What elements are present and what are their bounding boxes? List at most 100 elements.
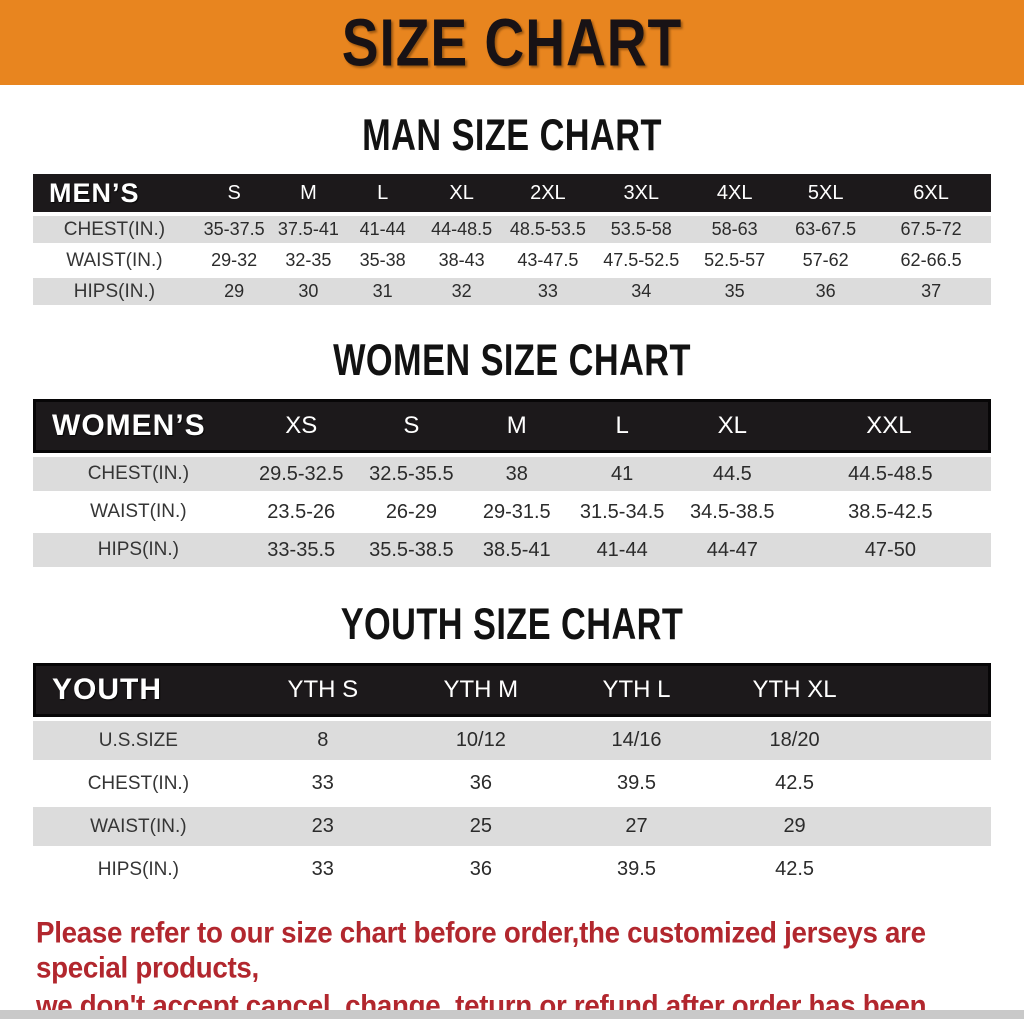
size-value-cell: 32 [420, 278, 503, 305]
measurement-row-label: WAIST(IN.) [33, 247, 196, 274]
size-value-cell: 26-29 [358, 495, 465, 529]
measurement-row-label: CHEST(IN.) [33, 764, 244, 803]
size-value-cell: 35 [689, 278, 781, 305]
size-column-header: YTH XL [713, 663, 876, 717]
measurement-row: CHEST(IN.) 29.5-32.5 32.5-35.5 38 41 44.5 44.5… [33, 457, 991, 491]
measurement-row: HIPS(IN.) 29 30 31 32 33 34 35 36 37 [33, 278, 991, 305]
size-column-header: YTH S [243, 663, 402, 717]
size-value-cell: 37 [871, 278, 991, 305]
filler-cell [876, 764, 991, 803]
size-value-cell: 36 [401, 850, 560, 889]
size-column-header: M [272, 174, 345, 212]
size-column-header: YTH L [559, 663, 714, 717]
measurement-row: WAIST(IN.) 23.5-26 26-29 29-31.5 31.5-34.5 34… [33, 495, 991, 529]
table-header-label: MEN’S [33, 174, 196, 212]
man-size-section: MAN SIZE CHART MEN’S S M L XL 2XL 3XL 4XL 5XL 6XL… [0, 110, 1024, 309]
size-value-cell: 38.5-41 [464, 533, 570, 567]
measurement-row: CHEST(IN.) 35-37.5 37.5-41 41-44 44-48.5 48.5… [33, 216, 991, 243]
size-value-cell: 29.5-32.5 [243, 457, 359, 491]
size-value-cell: 8 [243, 721, 402, 760]
size-value-cell: 33-35.5 [243, 533, 359, 567]
measurement-row-label: WAIST(IN.) [33, 495, 244, 529]
size-value-cell: 23.5-26 [243, 495, 359, 529]
size-value-cell: 34.5-38.5 [674, 495, 790, 529]
size-value-cell: 36 [780, 278, 872, 305]
size-value-cell: 29 [713, 807, 876, 846]
size-value-cell: 52.5-57 [689, 247, 781, 274]
table-header-row: WOMEN’S XS S M L XL XXL [33, 399, 991, 453]
size-value-cell: 47-50 [789, 533, 991, 567]
size-value-cell: 38 [464, 457, 570, 491]
size-value-cell: 29 [195, 278, 273, 305]
size-column-header: L [569, 399, 675, 453]
size-value-cell: 39.5 [559, 764, 714, 803]
size-value-cell: 38.5-42.5 [789, 495, 991, 529]
youth-size-section: YOUTH SIZE CHART YOUTH YTH S YTH M YTH L YTH… [0, 600, 1024, 893]
size-value-cell: 41 [569, 457, 675, 491]
size-value-cell: 53.5-58 [593, 216, 690, 243]
size-value-cell: 63-67.5 [780, 216, 872, 243]
size-value-cell: 44.5 [674, 457, 790, 491]
size-value-cell: 35-38 [344, 247, 421, 274]
size-value-cell: 14/16 [559, 721, 714, 760]
size-value-cell: 34 [593, 278, 690, 305]
filler-cell [876, 721, 991, 760]
disclaimer-line-1: Please refer to our size chart before or… [36, 916, 926, 984]
table-header-row: MEN’S S M L XL 2XL 3XL 4XL 5XL 6XL [33, 174, 991, 212]
men-size-table: MEN’S S M L XL 2XL 3XL 4XL 5XL 6XL CHEST(IN.) 35-37… [33, 170, 991, 309]
page-title: SIZE CHART [341, 4, 683, 81]
size-value-cell: 35.5-38.5 [358, 533, 465, 567]
size-value-cell: 33 [243, 850, 402, 889]
measurement-row: WAIST(IN.) 23 25 27 29 [33, 807, 991, 846]
youth-size-table: YOUTH YTH S YTH M YTH L YTH XL U.S.SIZE 8 10/12… [33, 659, 991, 893]
table-header-row: YOUTH YTH S YTH M YTH L YTH XL [33, 663, 991, 717]
measurement-row: HIPS(IN.) 33-35.5 35.5-38.5 38.5-41 41-44 44-… [33, 533, 991, 567]
measurement-row: WAIST(IN.) 29-32 32-35 35-38 38-43 43-47.5 47.… [33, 247, 991, 274]
measurement-row-label: HIPS(IN.) [33, 533, 244, 567]
size-value-cell: 42.5 [713, 764, 876, 803]
size-value-cell: 29-32 [195, 247, 273, 274]
table-header-label: YOUTH [33, 663, 244, 717]
size-column-header: XL [420, 174, 503, 212]
size-value-cell: 43-47.5 [502, 247, 594, 274]
size-value-cell: 35-37.5 [195, 216, 273, 243]
size-value-cell: 57-62 [780, 247, 872, 274]
measurement-row-label: WAIST(IN.) [33, 807, 244, 846]
bottom-border-strip [0, 1010, 1024, 1019]
size-value-cell: 29-31.5 [464, 495, 570, 529]
women-size-table: WOMEN’S XS S M L XL XXL CHEST(IN.) 29.5-32.5 32.5… [33, 395, 991, 571]
size-value-cell: 30 [272, 278, 345, 305]
size-column-header: 5XL [780, 174, 872, 212]
size-column-header: S [195, 174, 273, 212]
measurement-row-label: U.S.SIZE [33, 721, 244, 760]
size-value-cell: 41-44 [569, 533, 675, 567]
measurement-row: CHEST(IN.) 33 36 39.5 42.5 [33, 764, 991, 803]
size-value-cell: 58-63 [689, 216, 781, 243]
size-column-header: M [464, 399, 570, 453]
size-value-cell: 32-35 [272, 247, 345, 274]
size-value-cell: 44.5-48.5 [789, 457, 991, 491]
size-column-header: 2XL [502, 174, 594, 212]
size-value-cell: 18/20 [713, 721, 876, 760]
size-value-cell: 10/12 [401, 721, 560, 760]
size-column-header: XS [243, 399, 359, 453]
size-value-cell: 38-43 [420, 247, 503, 274]
size-value-cell: 31 [344, 278, 421, 305]
measurement-row: U.S.SIZE 8 10/12 14/16 18/20 [33, 721, 991, 760]
size-column-header: 4XL [689, 174, 781, 212]
size-column-header: L [344, 174, 421, 212]
size-value-cell: 36 [401, 764, 560, 803]
size-value-cell: 33 [502, 278, 594, 305]
man-section-title: MAN SIZE CHART [362, 110, 662, 161]
size-value-cell: 33 [243, 764, 402, 803]
size-value-cell: 23 [243, 807, 402, 846]
measurement-row: HIPS(IN.) 33 36 39.5 42.5 [33, 850, 991, 889]
size-value-cell: 42.5 [713, 850, 876, 889]
size-column-header: 6XL [871, 174, 991, 212]
filler-cell [876, 850, 991, 889]
women-section-title: WOMEN SIZE CHART [333, 335, 691, 386]
measurement-row-label: HIPS(IN.) [33, 278, 196, 305]
disclaimer-note: Please refer to our size chart before or… [36, 916, 1004, 1019]
size-value-cell: 32.5-35.5 [358, 457, 465, 491]
